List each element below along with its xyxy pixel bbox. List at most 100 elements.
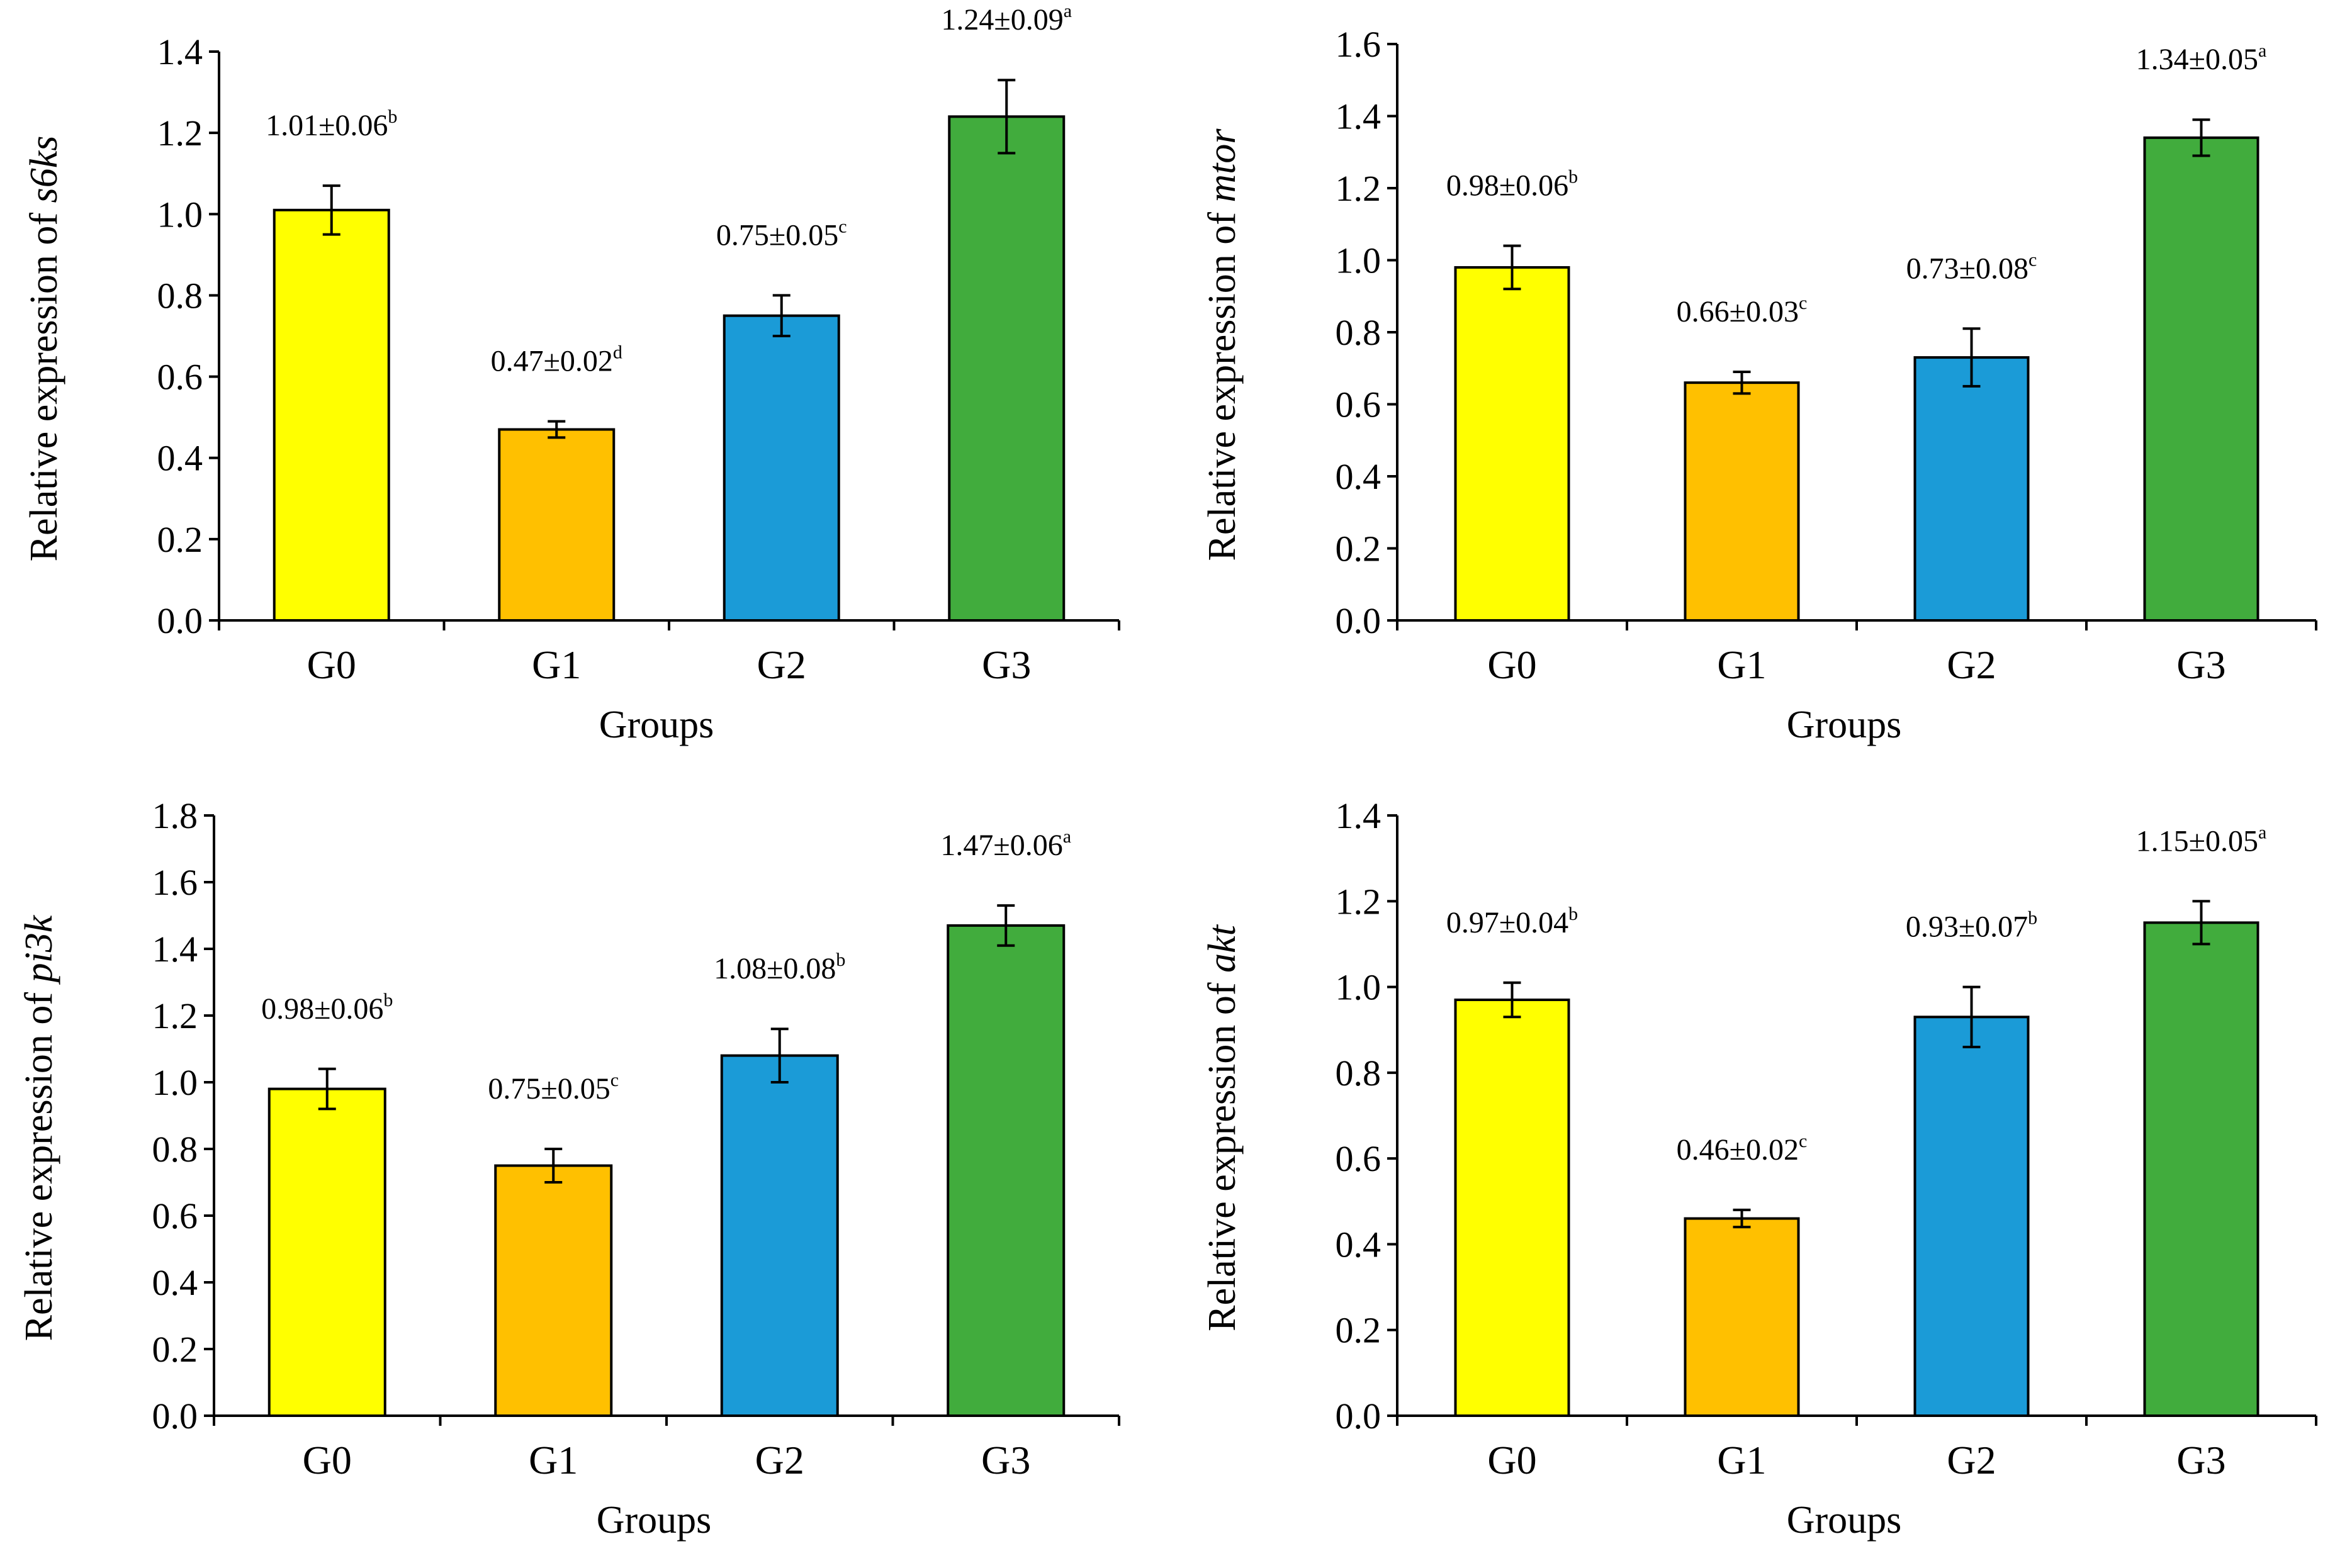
data-label-g3: 1.47±0.06a	[940, 826, 1071, 862]
x-tick-label: G1	[1717, 1438, 1766, 1482]
x-tick-label: G1	[1717, 642, 1766, 687]
data-label-g3: 1.15±0.05a	[2136, 822, 2267, 858]
x-tick-label: G2	[1947, 642, 1996, 687]
data-label-g0: 0.97±0.04b	[1446, 904, 1578, 939]
y-tick-label: 0.6	[1336, 1138, 1381, 1179]
x-tick-label: G3	[981, 1438, 1030, 1482]
y-axis-title: Relative expression of mtor	[1201, 128, 1244, 561]
error-bar-g3	[2192, 900, 2210, 946]
x-tick-label: G2	[757, 642, 806, 687]
y-tick-label: 1.0	[1336, 240, 1381, 281]
y-axis-title: Relative expression of pi3k	[18, 914, 60, 1341]
data-label-g1: 0.75±0.05c	[488, 1070, 619, 1106]
bar-g3	[2143, 921, 2259, 1418]
error-bar-g3	[997, 904, 1015, 947]
y-tick-label: 1.8	[152, 795, 198, 836]
data-label-g0: 1.01±0.06b	[266, 106, 397, 142]
x-tick-label: G3	[982, 642, 1031, 687]
error-bar-g1	[544, 1148, 563, 1184]
y-tick-label: 0.0	[1336, 600, 1381, 641]
data-label-g0: 0.98±0.06b	[261, 990, 393, 1026]
error-bar-g2	[772, 294, 791, 337]
y-tick-label: 1.2	[152, 995, 198, 1036]
bar-g3	[947, 924, 1066, 1417]
error-bar-g2	[1962, 985, 1981, 1048]
y-tick-label: 1.4	[1336, 795, 1381, 836]
y-tick-label: 0.8	[1336, 312, 1381, 353]
y-tick-label: 1.0	[1336, 967, 1381, 1008]
error-bar-g0	[322, 184, 340, 236]
bar-g0	[273, 208, 390, 622]
data-label-g0: 0.98±0.06b	[1446, 167, 1578, 203]
bar-g0	[1454, 266, 1570, 622]
data-label-g1: 0.46±0.02c	[1677, 1131, 1808, 1167]
data-label-g3: 1.34±0.05a	[2136, 40, 2267, 76]
bar-g3	[948, 115, 1066, 622]
x-tick-label: G1	[532, 642, 581, 687]
bar-g3	[2143, 136, 2259, 622]
data-label-g1: 0.47±0.02d	[491, 342, 622, 378]
x-tick-label: G3	[2176, 642, 2225, 687]
y-tick-label: 0.6	[152, 1196, 198, 1236]
bar-g2	[720, 1054, 839, 1417]
bar-g0	[1454, 999, 1570, 1417]
x-tick-label: G3	[2176, 1438, 2225, 1482]
y-axis-title: Relative expression of akt	[1201, 924, 1244, 1331]
error-bar-g1	[1733, 1208, 1751, 1229]
y-tick-label: 0.0	[152, 1396, 198, 1436]
error-bar-g3	[998, 79, 1016, 155]
x-tick-label: G1	[529, 1438, 578, 1482]
data-label-g2: 0.73±0.08c	[1906, 249, 2037, 285]
y-tick-label: 1.6	[1336, 24, 1381, 65]
y-tick-label: 0.4	[1336, 1224, 1381, 1265]
y-tick-label: 0.8	[157, 275, 203, 316]
x-tick-label: G0	[1487, 642, 1536, 687]
bar-g1	[498, 428, 616, 622]
y-tick-label: 1.4	[1336, 96, 1381, 137]
y-tick-label: 1.2	[1336, 881, 1381, 922]
data-label-g1: 0.66±0.03c	[1677, 293, 1808, 328]
error-bar-g0	[1503, 244, 1521, 291]
y-tick-label: 0.2	[152, 1329, 198, 1370]
error-bar-g1	[548, 420, 566, 439]
bar-g2	[723, 314, 840, 622]
y-tick-label: 0.2	[1336, 1310, 1381, 1351]
y-tick-label: 1.2	[1336, 168, 1381, 209]
error-bar-g2	[770, 1028, 789, 1084]
error-bar-g1	[1733, 370, 1751, 395]
y-tick-label: 0.8	[1336, 1053, 1381, 1094]
y-tick-label: 0.4	[152, 1262, 198, 1303]
chart-panel-pi3k: 0.0 0.2 0.4 0.6 0.8 1.0 1.2 1.4 1.6 1.8 G0 0.98±0.0…	[18, 795, 1120, 1542]
chart-panel-akt: 0.0 0.2 0.4 0.6 0.8 1.0 1.2 1.4 G0 0.97±0.04b G1 0.…	[1201, 795, 2317, 1542]
y-tick-label: 0.2	[1336, 529, 1381, 569]
error-bar-g0	[1503, 981, 1521, 1019]
y-tick-label: 0.0	[1336, 1396, 1381, 1436]
y-tick-label: 1.4	[152, 929, 198, 970]
x-tick-label: G0	[303, 1438, 352, 1482]
chart-panel-s6ks: 0.0 0.2 0.4 0.6 0.8 1.0 1.2 1.4 G0 1.01±0.06b G1 0.…	[23, 1, 1120, 746]
data-label-g2: 0.93±0.07b	[1906, 908, 2037, 944]
y-tick-label: 1.0	[157, 194, 203, 235]
y-tick-label: 1.0	[152, 1062, 198, 1103]
error-bar-g2	[1962, 327, 1981, 388]
y-tick-label: 0.6	[157, 357, 203, 398]
error-bar-g3	[2192, 118, 2210, 157]
y-tick-label: 0.4	[1336, 456, 1381, 497]
y-tick-label: 1.2	[157, 113, 203, 154]
x-tick-label: G2	[1947, 1438, 1996, 1482]
y-tick-label: 0.0	[157, 600, 203, 641]
y-tick-label: 0.6	[1336, 384, 1381, 425]
y-tick-label: 0.4	[157, 438, 203, 479]
y-tick-label: 0.8	[152, 1129, 198, 1170]
bar-g2	[1913, 356, 2030, 622]
y-tick-label: 1.6	[152, 862, 198, 903]
y-axis-title: Relative expression of s6ks	[23, 136, 65, 562]
x-tick-label: G0	[1487, 1438, 1536, 1482]
bar-g2	[1913, 1016, 2030, 1418]
data-label-g2: 0.75±0.05c	[716, 216, 847, 252]
data-label-g3: 1.24±0.09a	[941, 1, 1072, 36]
error-bar-g0	[318, 1067, 336, 1111]
x-axis-title: Groups	[597, 1499, 712, 1542]
bar-g1	[494, 1164, 613, 1417]
